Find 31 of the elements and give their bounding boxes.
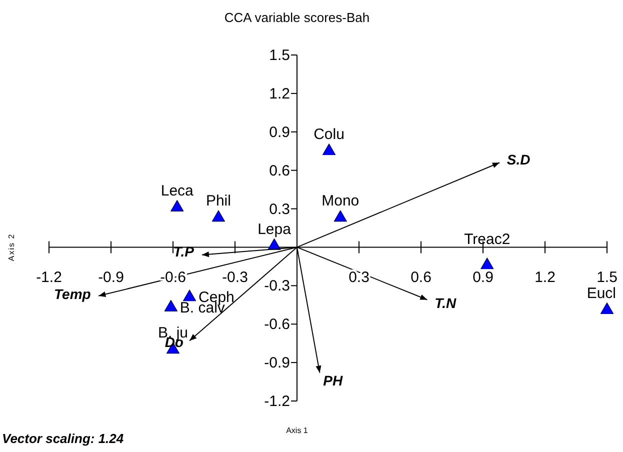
series-label: Temp — [54, 286, 92, 302]
annotation: Treac2 — [464, 231, 510, 248]
y-tick-label: 1.2 — [269, 85, 290, 102]
x-tick-label: -1.2 — [36, 269, 62, 286]
y-tick-label: -1.2 — [264, 393, 290, 410]
x-tick-label: 1.5 — [596, 269, 618, 286]
x-axis-title: Axis 1 — [286, 426, 308, 435]
y-tick-label: 1.5 — [269, 47, 290, 64]
series-label: PH — [323, 372, 344, 389]
x-tick-label: -0.9 — [98, 269, 124, 286]
annotation: Colu — [314, 126, 344, 144]
x-tick-label: 0.6 — [410, 269, 432, 286]
x-tick-label: 1.2 — [534, 269, 556, 286]
annotation: Lepa — [258, 220, 292, 238]
x-tick-label: 0.3 — [348, 269, 370, 286]
y-axis-title: Axis 2 — [7, 233, 16, 262]
y-tick-label: -0.9 — [264, 354, 290, 372]
x-tick-label: 0.9 — [472, 269, 494, 286]
y-tick-label: -0.6 — [264, 316, 290, 334]
y-tick-label: 0.6 — [269, 162, 290, 180]
annotation: Mono — [322, 192, 360, 210]
x-tick-label: -0.3 — [222, 269, 248, 286]
y-tick-label: 0.9 — [269, 124, 290, 141]
annotation: Leca — [160, 182, 194, 200]
series-label: S.D — [506, 152, 530, 168]
y-tick-label: 0.3 — [269, 200, 290, 218]
series-label: T.N — [434, 294, 458, 311]
annotation: Eucl — [586, 285, 616, 302]
chart-title: CCA variable scores-Bah — [224, 10, 370, 25]
text: Vector scaling: 1.24 — [2, 431, 124, 446]
annotation: Phil — [206, 192, 231, 210]
